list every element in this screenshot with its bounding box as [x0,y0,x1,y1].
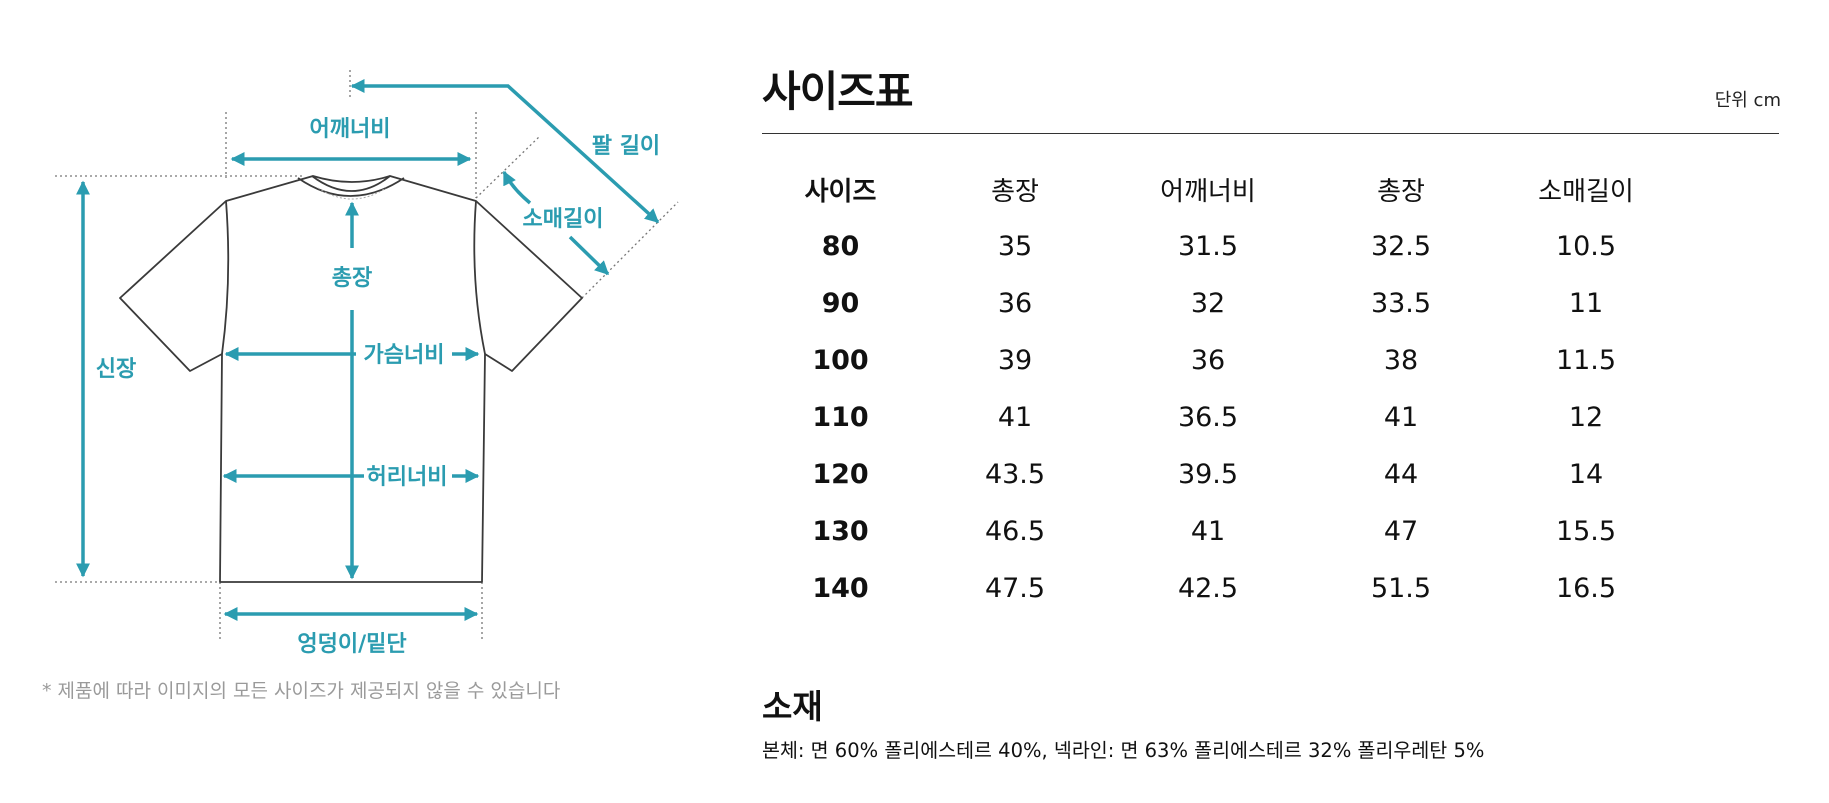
table-cell: 38 [1383,345,1419,376]
material-title: 소재 [762,687,823,726]
label-waist: 허리너비 [367,465,448,490]
cell-size: 110 [812,402,869,433]
table-cell: 36 [997,288,1033,319]
sleeve-arrow-top [502,170,532,205]
table-header-row: 사이즈 총장 어깨너비 총장 소매길이 [762,161,1675,218]
table-cell: 11.5 [1555,345,1617,376]
label-length: 총장 [332,266,372,291]
cell-size: 140 [812,573,869,604]
label-hem: 엉덩이/밑단 [297,632,406,657]
table-cell: 10.5 [1555,231,1617,262]
table-cell: 39.5 [1177,459,1239,490]
table-row: 140 47.5 42.5 51.5 16.5 [762,560,1675,617]
label-arm-length: 팔 길이 [592,134,660,159]
table-cell: 36.5 [1177,402,1239,433]
unit-label: 단위 cm [1714,90,1781,111]
cell-size: 80 [821,231,860,262]
table-cell: 35 [997,231,1033,262]
cell-size: 100 [812,345,869,376]
size-table: 사이즈 총장 어깨너비 총장 소매길이 80 35 31.5 32.5 10.5… [762,161,1675,617]
label-shoulder: 어깨너비 [310,117,391,142]
table-row: 80 35 31.5 32.5 10.5 [762,218,1675,275]
table-cell: 32 [1190,288,1226,319]
table-cell: 16.5 [1555,573,1617,604]
table-cell: 15.5 [1555,516,1617,547]
table-cell: 44 [1383,459,1419,490]
table-cell: 47.5 [984,573,1046,604]
table-cell: 47 [1383,516,1419,547]
table-cell: 12 [1568,402,1604,433]
table-row: 90 36 32 33.5 11 [762,275,1675,332]
size-chart-title: 사이즈표 [762,67,914,116]
material-text: 본체: 면 60% 폴리에스테르 40%, 넥라인: 면 63% 폴리에스테르 … [762,739,1485,762]
diagram-note: * 제품에 따라 이미지의 모든 사이즈가 제공되지 않을 수 있습니다 [42,680,561,702]
table-cell: 41 [997,402,1033,433]
table-cell: 42.5 [1177,573,1239,604]
cell-size: 120 [812,459,869,490]
label-height: 신장 [96,357,136,382]
table-cell: 43.5 [984,459,1046,490]
arm-length-arrow [350,79,660,224]
table-row: 130 46.5 41 47 15.5 [762,503,1675,560]
header-total-length-2: 총장 [1377,177,1425,207]
title-divider [762,133,1779,134]
table-cell: 36 [1190,345,1226,376]
table-cell: 39 [997,345,1033,376]
cell-size: 130 [812,516,869,547]
table-row: 120 43.5 39.5 44 14 [762,446,1675,503]
table-cell: 14 [1568,459,1604,490]
table-cell: 41 [1190,516,1226,547]
table-row: 100 39 36 38 11.5 [762,332,1675,389]
label-chest: 가슴너비 [364,343,445,368]
table-cell: 41 [1383,402,1419,433]
header-shoulder-width: 어깨너비 [1160,177,1256,207]
table-cell: 51.5 [1370,573,1432,604]
table-cell: 31.5 [1177,231,1239,262]
table-cell: 32.5 [1370,231,1432,262]
table-cell: 11 [1568,288,1604,319]
label-sleeve: 소매길이 [523,207,604,232]
table-row: 110 41 36.5 41 12 [762,389,1675,446]
table-cell: 46.5 [984,516,1046,547]
cell-size: 90 [821,288,860,319]
header-size: 사이즈 [804,177,877,207]
sleeve-arrow-bottom [568,235,610,276]
tshirt-size-diagram: 어깨너비 팔 길이 소매길이 신장 총장 가슴너비 허리너비 엉덩이/밑단 [55,70,679,657]
table-cell: 33.5 [1370,288,1432,319]
measure-labels: 어깨너비 팔 길이 소매길이 신장 총장 가슴너비 허리너비 엉덩이/밑단 [96,117,660,657]
measure-arrows [76,79,660,621]
header-total-length: 총장 [991,177,1039,207]
header-sleeve-length: 소매길이 [1538,177,1634,207]
